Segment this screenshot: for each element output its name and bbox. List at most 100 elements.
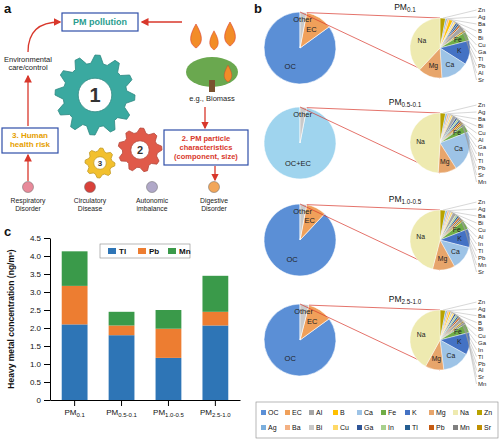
arrow (28, 22, 60, 52)
slice-label: Pb (478, 361, 486, 367)
tick-label: 2.0 (30, 324, 42, 333)
outcome-label: DigestiveDisorder (200, 197, 228, 212)
leader-line (451, 20, 476, 31)
gear-label: 1 (89, 84, 100, 106)
chart-title: PM2.5-1.0 (389, 294, 422, 305)
slice-label: Tl (478, 56, 483, 62)
slice-label: Bi (478, 220, 483, 226)
leader-line (457, 118, 477, 147)
y-tick: 1.0 (30, 360, 50, 369)
y-tick: 0.5 (30, 378, 50, 387)
label-main: PM (153, 408, 165, 417)
connector (300, 12, 440, 78)
bar-segment (202, 325, 228, 400)
pie: OCECOther (264, 304, 336, 376)
x-tick: PM0.5-0.1 (106, 400, 137, 418)
figure-container: abc123PM pollutionEnvironmentalcare/cont… (0, 0, 500, 442)
slice-label: Ag (478, 206, 485, 212)
y-tick: 2.0 (30, 324, 50, 333)
panel-label: b (254, 1, 262, 16)
connector (300, 304, 440, 370)
legend-swatch (357, 425, 362, 430)
label-sub: 0.5-0.1 (118, 412, 137, 418)
slice-label: Pb (478, 63, 486, 69)
label-sub: 1.0-0.5 (401, 198, 421, 205)
tick-label: 0.5 (30, 378, 42, 387)
slice-label: K (457, 338, 462, 345)
legend-label: Mn (460, 424, 470, 431)
leader-line (448, 211, 476, 216)
arrow (214, 166, 215, 180)
slice-label: Ba (478, 21, 486, 27)
pie-slice (264, 304, 336, 376)
text-line: characteristics (180, 142, 233, 151)
slice-label: Cu (478, 130, 486, 136)
slice-label: In (478, 151, 483, 157)
legend-swatch (453, 425, 458, 430)
legend-swatch (285, 410, 290, 415)
leader-line (450, 115, 476, 126)
fire-icon (191, 24, 202, 48)
slice-label: Na (418, 37, 427, 44)
leader-line (443, 105, 477, 113)
leader-line (465, 31, 477, 80)
x-tick: PM2.5-1.0 (200, 400, 231, 418)
pie-of-pie: PM0.5-0.1OC+ECOtherFeCaMgNaZnAgBaBiCuAlG… (264, 97, 487, 185)
legend-swatch (309, 425, 314, 430)
slice-label: Ca (446, 61, 455, 68)
legend-swatch (477, 425, 482, 430)
legend-label: K (412, 409, 417, 416)
slice-label: Tl (478, 354, 483, 360)
text-line: Digestive (200, 197, 228, 205)
label-sub: 1.0-0.5 (165, 412, 184, 418)
slice-label: Cu (478, 42, 486, 48)
tick-label: PM0.1 (64, 408, 85, 418)
gear-label: 2 (137, 144, 143, 156)
node-box (164, 130, 248, 165)
legend-label: Ga (364, 424, 373, 431)
node-label: 3. Humanhealth risk (10, 131, 51, 149)
tick-label: PM1.0-0.5 (153, 408, 184, 418)
slice-label: Ba (478, 213, 486, 219)
legend-swatch (285, 425, 290, 430)
slice-label: Cu (478, 227, 486, 233)
legend-label: Tl (412, 424, 418, 431)
outcome-label: RespiratoryDisorder (11, 197, 46, 212)
arrow (27, 76, 28, 126)
label-main: PM (389, 294, 402, 304)
label-main: PM (64, 408, 76, 417)
label-main: PM (394, 2, 407, 12)
pie-of-pie: PM1.0-0.5OCECOtherFeKCaMgNaZnAgBaBiCuAlI… (264, 194, 486, 276)
slice-label: Zn (478, 199, 485, 205)
tick-label: PM0.5-0.1 (106, 408, 137, 418)
legend-label: OC (268, 409, 279, 416)
legend-label: Ba (292, 424, 301, 431)
panel-label: c (4, 224, 11, 239)
slice-label: EC (307, 317, 318, 326)
legend-label: Na (460, 409, 469, 416)
label-sub: 2.5-1.0 (212, 412, 231, 418)
pie-slice (410, 210, 440, 269)
connector (307, 205, 440, 210)
slice-label: Ca (451, 248, 460, 255)
label-main: PM (389, 97, 402, 107)
slice-label: Fe (453, 226, 461, 233)
tick-mark (44, 274, 50, 275)
slice-label: Ca (447, 352, 456, 359)
slice-label: OC (286, 255, 298, 264)
pie-slice (264, 204, 336, 276)
leader-line (447, 17, 477, 19)
leader-line (457, 215, 477, 244)
x-tick: PM0.1 (64, 400, 85, 418)
slice-label: Al (478, 234, 483, 240)
bar-segment (156, 329, 182, 358)
text-line: 3. Human (12, 131, 48, 140)
slice-label: Mg (438, 255, 448, 263)
bar-segment (156, 310, 182, 329)
pie: OCECOther (264, 12, 336, 84)
text-line: care/control (8, 63, 48, 72)
organ-icon (209, 182, 220, 193)
slice-label: OC (285, 354, 297, 363)
legend-label: Pb (149, 247, 159, 256)
gear: 3 (85, 148, 115, 178)
